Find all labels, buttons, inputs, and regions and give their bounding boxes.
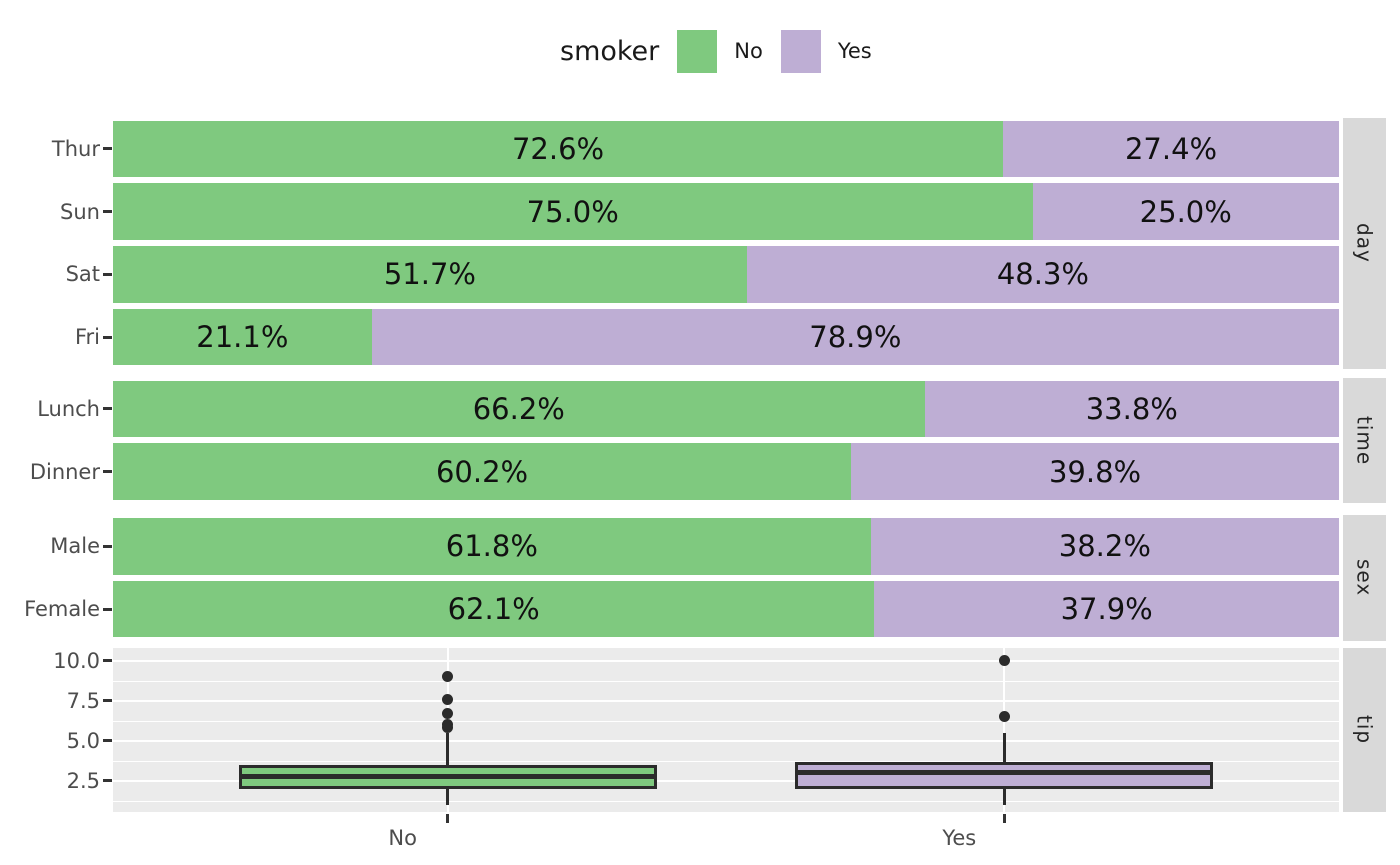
y-axis-tick [103,779,112,783]
outlier-dot-yes [998,711,1010,723]
median-yes [795,770,1214,776]
bar-segment-no-lunch [113,380,925,438]
x-axis-tick [446,814,450,823]
y-axis-label-female: Female [24,597,100,622]
whisker-upper-yes [1002,732,1006,762]
y-axis-tick [103,210,112,214]
y-axis-label-lunch: Lunch [37,396,100,421]
bar-segment-yes-dinner [851,443,1339,500]
gridline-minor [113,680,1339,682]
legend-label-no: No [734,39,763,63]
y-axis-tick [103,544,112,548]
bar-segment-no-sun [113,183,1033,240]
whisker-lower-yes [1002,788,1006,805]
bar-value-label-yes: 78.9% [809,320,902,355]
bar-segment-yes-male [870,518,1339,575]
legend: smoker No Yes [560,28,872,74]
outlier-dot-yes [998,655,1010,667]
bar-segment-no-sat [113,246,747,303]
facet-strip-sex: sex [1343,515,1386,641]
legend-label-yes: Yes [837,39,872,63]
bar-value-label-yes: 25.0% [1139,194,1232,229]
facet-strip-label-tip: tip [1352,715,1377,745]
y-axis-tick [103,659,112,663]
bar-segment-no-dinner [113,443,852,500]
facet-strip-label-day: day [1352,223,1377,263]
outlier-dot-no [442,708,454,720]
y-axis-label-male: Male [50,534,100,559]
bar-value-label-no: 66.2% [472,391,565,426]
bar-value-label-no: 75.0% [526,194,619,229]
median-no [238,774,657,780]
y-axis-label-dinner: Dinner [29,459,100,484]
outlier-dot-no [442,693,454,705]
y-axis-label-thur: Thur [51,136,100,161]
y-tick-label-2.5: 2.5 [66,768,100,793]
gridline-minor [113,720,1339,722]
facet-strip-tip: tip [1343,648,1386,812]
y-axis-tick [103,739,112,743]
facet-strip-label-sex: sex [1352,559,1377,597]
y-axis-tick [103,407,112,411]
bar-segment-yes-fri [371,308,1339,366]
y-axis-tick [103,272,112,276]
gridline-minor [113,800,1339,802]
bar-value-label-yes: 39.8% [1048,454,1142,489]
legend-title: smoker [560,35,660,67]
bar-value-label-yes: 37.9% [1060,592,1153,627]
bar-segment-no-male [113,518,871,575]
gridline-vertical [1003,648,1006,812]
x-axis-label-no: No [388,826,417,850]
bar-value-label-yes: 33.8% [1085,391,1178,426]
y-tick-label-7.5: 7.5 [66,688,100,713]
y-tick-label-5.0: 5.0 [66,728,100,753]
legend-swatch-no [677,29,718,73]
y-axis-tick [103,470,112,474]
legend-swatch-yes [780,29,821,73]
facet-strip-day: day [1343,117,1386,369]
y-axis-label-fri: Fri [74,325,100,350]
bar-segment-no-thur [113,120,1004,178]
gridline-major [113,699,1339,702]
bar-value-label-no: 72.6% [511,131,605,166]
bar-segment-yes-sun [1032,183,1339,240]
bar-value-label-yes: 27.4% [1124,131,1218,166]
x-axis-tick [1002,814,1006,823]
outlier-dot-no [442,719,454,731]
gridline-major [113,659,1339,662]
y-axis-label-sun: Sun [60,199,100,224]
bar-value-label-no: 21.1% [196,320,289,355]
bar-segment-yes-sat [746,246,1339,303]
legend-item-yes: Yes [780,29,872,73]
bar-value-label-no: 62.1% [447,592,540,627]
y-axis-tick [103,699,112,703]
gridline-major [113,779,1339,782]
bar-value-label-no: 61.8% [445,529,538,564]
gridline-major [113,739,1339,742]
bar-value-label-yes: 38.2% [1058,529,1151,564]
bar-segment-no-fri [113,308,372,366]
facet-strip-label-time: time [1352,415,1377,465]
bar-segment-yes-female [874,580,1339,638]
whisker-lower-no [446,788,450,805]
y-axis-tick [103,335,112,339]
bar-segment-yes-lunch [924,380,1339,438]
box-yes [795,761,1214,789]
y-axis-tick [103,607,112,611]
outlier-dot-no [442,671,454,683]
bar-value-label-yes: 48.3% [996,257,1089,292]
facet-strip-time: time [1343,377,1386,503]
bar-value-label-no: 51.7% [383,257,476,292]
bar-segment-yes-thur [1003,120,1339,178]
bar-value-label-no: 60.2% [435,454,529,489]
y-axis-label-sat: Sat [65,262,100,287]
y-tick-label-10.0: 10.0 [53,648,100,673]
y-axis-tick [103,147,112,151]
whisker-upper-no [446,732,450,765]
legend-item-no: No [677,29,763,73]
bar-segment-no-female [113,580,875,638]
x-axis-label-yes: Yes [942,826,977,850]
gridline-minor [113,760,1339,762]
